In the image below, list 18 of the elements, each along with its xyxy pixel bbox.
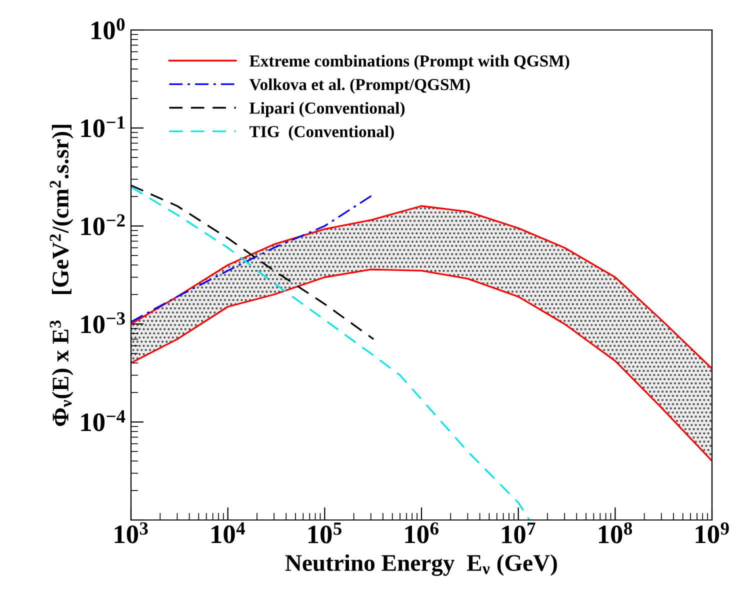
y-tick-label: 10$^{−4}$ <box>81 410 126 432</box>
x-tick-label: 10$^{3}$ <box>114 522 148 544</box>
legend-label: Extreme combinations (Prompt with QGSM) <box>250 54 570 70</box>
y-tick-label: 10$^{−3}$ <box>81 312 125 334</box>
y-tick-label: 10$^{−1}$ <box>81 116 125 138</box>
x-tick-label: 10$^{4}$ <box>212 522 245 544</box>
x-tick-label: 10$^{6}$ <box>405 522 438 544</box>
text: Φ$_{ν}$(E) x E$^{3}$ [GeV$^{2}$/(cm$^{2}$.s.sr)] <box>50 124 74 426</box>
x-tick-label: 10$^{8}$ <box>598 522 632 544</box>
x-tick-label: 10$^{5}$ <box>308 522 342 544</box>
legend-label: Lipari (Conventional) <box>250 102 405 118</box>
x-tick-label: 10$^{7}$ <box>502 522 536 544</box>
x-axis-title: Neutrino Energy E$_{ν}$ (GeV) <box>285 554 557 576</box>
legend-label: Volkova et al. (Prompt/QGSM) <box>249 78 470 94</box>
legend-label: TIG (Conventional) <box>250 126 394 141</box>
y-tick-label: 10$^{−2}$ <box>81 214 125 236</box>
x-tick-label: 10$^{9}$ <box>696 522 729 544</box>
y-tick-label: 10$^{0}$ <box>92 18 125 40</box>
